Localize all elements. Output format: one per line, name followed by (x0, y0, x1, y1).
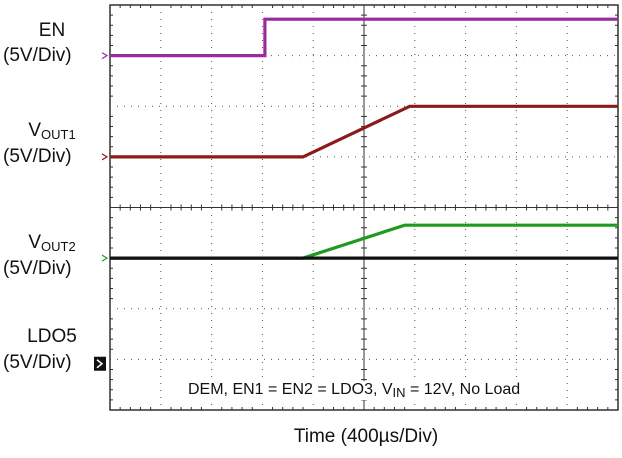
ground-marker-en (101, 52, 109, 60)
test-condition-annotation: DEM, EN1 = EN2 = LDO3, VIN = 12V, No Loa… (186, 381, 523, 400)
ground-marker-vout1 (101, 153, 109, 161)
x-axis-label: Time (400µs/Div) (293, 426, 439, 447)
channel-scale-vout2: (5V/Div) (3, 258, 72, 279)
channel-label-vout1: VOUT1 (28, 120, 76, 142)
plot-grid (109, 4, 619, 411)
channel-label-vout2: VOUT2 (28, 232, 76, 254)
channel-label-ldo5: LDO5 (27, 326, 77, 347)
channel-scale-ldo5: (5V/Div) (3, 352, 72, 373)
channel-label-en: EN (38, 20, 66, 41)
channel-scale-en: (5V/Div) (3, 45, 72, 66)
ground-marker-arrow (96, 359, 104, 369)
channel-scale-vout1: (5V/Div) (3, 146, 72, 167)
channel-markers (94, 52, 109, 371)
plot-traces (110, 17, 618, 260)
ground-marker-vout2 (101, 254, 109, 262)
trace-vout1 (110, 104, 618, 159)
trace-en (110, 17, 618, 58)
ground-marker-ldo5 (94, 356, 106, 371)
